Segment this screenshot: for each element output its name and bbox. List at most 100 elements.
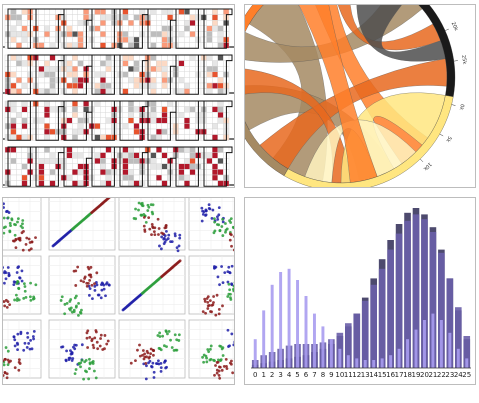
heatmap-cell [155, 128, 162, 135]
scatter-point [91, 360, 95, 363]
heatmap-cell [44, 157, 51, 164]
heatmap-cell [122, 152, 129, 159]
scatter-point [148, 359, 152, 363]
heatmap-cell [49, 157, 56, 164]
heatmap-cell [127, 66, 134, 73]
heatmap-cell [94, 25, 101, 32]
scatter-point [70, 359, 74, 362]
heatmap-cell [189, 100, 196, 107]
heatmap-cell [71, 66, 78, 73]
heatmap-cell [189, 31, 196, 38]
scatter-point [72, 269, 76, 273]
scatter-point [217, 213, 221, 217]
heatmap-cell [155, 77, 162, 84]
x-tick-label: 20 [420, 371, 429, 379]
heatmap-cell [127, 180, 134, 187]
heatmap-cell [38, 36, 45, 43]
heatmap-cell [127, 31, 134, 38]
heatmap-cell [77, 106, 84, 113]
heatmap-cell [206, 36, 213, 43]
heatmap-cell [71, 31, 78, 38]
scatter-point [4, 225, 7, 229]
heatmap-cell [122, 123, 129, 130]
heatmap-cell [189, 111, 196, 118]
heatmap-cell [183, 60, 190, 67]
heatmap-cell [189, 180, 196, 187]
scatter-point [88, 335, 92, 339]
heatmap-cell [71, 128, 78, 135]
scatter-point [9, 359, 12, 363]
heatmap-cell [44, 60, 51, 67]
histogram-bar [406, 339, 410, 368]
heatmap-cell [66, 163, 73, 170]
heatmap-cell [155, 31, 162, 38]
heatmap-cell [49, 100, 56, 107]
heatmap-cell [15, 123, 22, 130]
heatmap-cell [167, 100, 174, 107]
histogram-bar [321, 326, 325, 368]
heatmap-cell [83, 60, 90, 67]
heatmap-cell [71, 169, 78, 176]
month-outline [7, 146, 36, 187]
heatmap-cell [206, 169, 213, 176]
heatmap-cell [21, 77, 28, 84]
heatmap-cell [99, 77, 106, 84]
heatmap-cell [105, 134, 112, 141]
heatmap-cell [21, 25, 28, 32]
heatmap-cell [94, 14, 101, 21]
scatter-point [176, 249, 180, 253]
scatter-point [6, 216, 10, 220]
heatmap-cell [49, 31, 56, 38]
heatmap-cell [127, 169, 134, 176]
histogram-bar [422, 320, 426, 368]
heatmap-cell [133, 8, 140, 15]
heatmap-cell [211, 77, 218, 84]
heatmap-cell [133, 152, 140, 159]
histogram-bar [439, 320, 443, 368]
heatmap-cell [217, 8, 224, 15]
splom-cell [3, 198, 42, 252]
scatter-point [29, 281, 32, 285]
scatter-point [170, 346, 174, 349]
scatter-point [219, 358, 223, 362]
scatter-point [69, 349, 72, 353]
heatmap-cell [38, 88, 45, 95]
heatmap-cell [133, 163, 140, 170]
heatmap-cell [38, 66, 45, 73]
scatter-point [216, 215, 219, 219]
x-tick-label: 23 [445, 371, 454, 379]
heatmap-cell [223, 8, 230, 15]
heatmap-cell [127, 128, 134, 135]
heatmap-cell [44, 128, 51, 135]
scatter-point [140, 213, 144, 217]
heatmap-cell [150, 174, 157, 181]
scatter-point [85, 370, 88, 374]
scatter-point [21, 248, 25, 252]
scatter-point [27, 342, 31, 345]
scatter-point [141, 353, 144, 357]
heatmap-cell [77, 25, 84, 32]
heatmap-cell [71, 8, 78, 15]
heatmap-cell [133, 42, 140, 49]
heatmap-cell [49, 106, 56, 113]
scatter-point [99, 296, 103, 300]
heatmap-cell [183, 180, 190, 187]
histogram-bar [395, 233, 403, 368]
scatter-point [177, 244, 181, 248]
heatmap-cell [155, 180, 162, 187]
scatter-point [88, 357, 91, 361]
scatter-point [86, 346, 90, 349]
scatter-point [230, 244, 233, 248]
scatter-point [225, 227, 229, 231]
heatmap-cell [211, 180, 218, 187]
scatter-point [163, 226, 167, 230]
heatmap-cell [10, 60, 17, 67]
scatter-point [28, 295, 32, 299]
heatmap-cell [66, 123, 73, 130]
scatter-point [233, 235, 234, 238]
scatter-point [143, 352, 147, 356]
scatter-point [166, 332, 169, 336]
heatmap-cell [55, 146, 62, 153]
heatmap-cell [49, 66, 56, 73]
splom-cell [118, 319, 186, 381]
